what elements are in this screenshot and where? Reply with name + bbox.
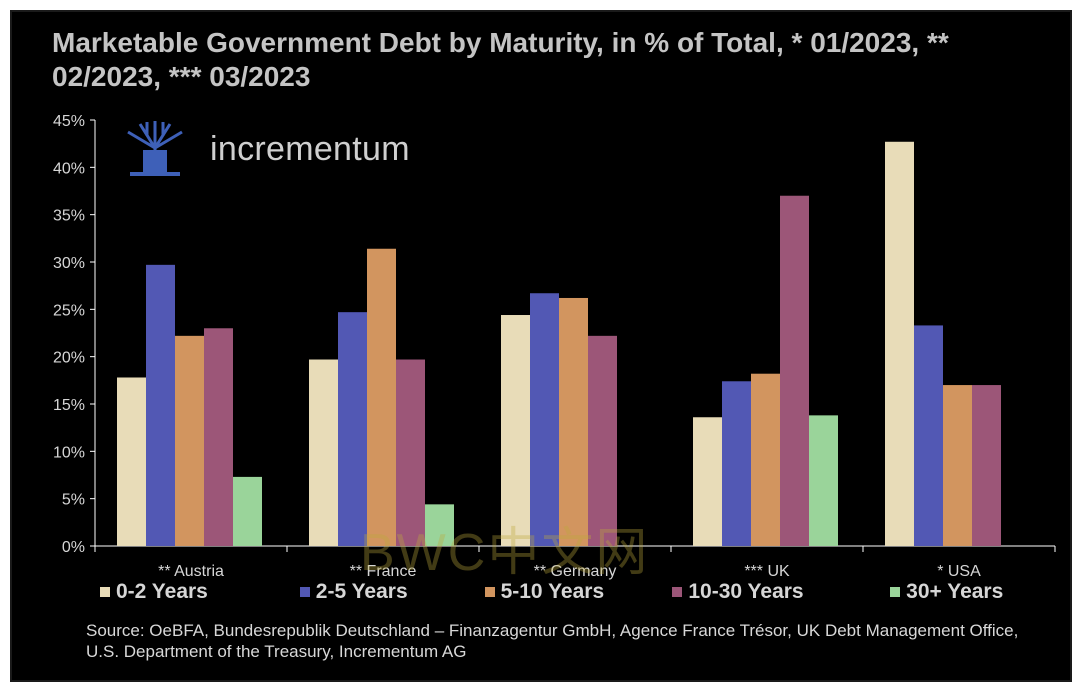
- y-tick-label: 35%: [53, 208, 85, 225]
- logo-text: incrementum: [210, 130, 410, 168]
- legend-swatch: [100, 587, 110, 597]
- bar-30-years-1: [425, 504, 454, 546]
- legend-item: 2-5 Years: [299, 580, 485, 604]
- legend-label: 5-10 Years: [500, 580, 605, 603]
- y-tick-label: 0%: [62, 539, 85, 556]
- legend-label: 30+ Years: [906, 580, 1004, 603]
- bar-0-2-years-1: [309, 359, 338, 546]
- source-note: Source: OeBFA, Bundesrepublik Deutschlan…: [86, 621, 1019, 661]
- bar-10-30-years-4: [972, 385, 1001, 546]
- bar-30-years-0: [233, 476, 262, 546]
- bar-0-2-years-2: [501, 315, 530, 546]
- bar-10-30-years-3: [780, 195, 809, 546]
- watermark: BWC中文网: [360, 524, 650, 582]
- bar-2-5-years-4: [914, 325, 943, 546]
- legend-label: 0-2 Years: [116, 580, 208, 603]
- bar-5-10-years-0: [175, 335, 204, 546]
- bar-10-30-years-2: [588, 335, 617, 546]
- chart-title: Marketable Government Debt by Maturity, …: [52, 27, 949, 92]
- legend-item: 30+ Years: [890, 580, 1040, 604]
- legend-swatch: [890, 587, 901, 597]
- legend-label: 2-5 Years: [315, 580, 408, 603]
- bar-10-30-years-0: [204, 328, 233, 546]
- x-tick-label: ** Germany: [534, 563, 617, 580]
- bar-2-5-years-2: [530, 293, 559, 546]
- y-tick-label: 10%: [53, 444, 85, 461]
- y-tick-label: 25%: [53, 302, 85, 319]
- bar-30-years-3: [809, 415, 838, 546]
- y-tick-label: 15%: [53, 397, 85, 414]
- legend-swatch: [484, 587, 495, 597]
- x-tick-label: * USA: [937, 563, 981, 580]
- bar-5-10-years-2: [559, 297, 588, 546]
- y-tick-label: 40%: [53, 160, 85, 177]
- legend-swatch: [672, 587, 683, 597]
- legend: 0-2 Years 2-5 Years 5-10 Years 10-30 Years 3…: [100, 580, 1040, 604]
- y-tick-label: 5%: [62, 492, 85, 509]
- x-tick-label: ** Austria: [158, 563, 224, 580]
- bar-2-5-years-1: [338, 312, 367, 546]
- bar-5-10-years-3: [751, 373, 780, 546]
- bar-0-2-years-4: [885, 141, 914, 547]
- y-tick-label: 45%: [53, 113, 85, 130]
- legend-label: 10-30 Years: [688, 580, 804, 603]
- bar-0-2-years-0: [117, 377, 146, 546]
- y-tick-label: 30%: [53, 255, 85, 272]
- legend-swatch: [299, 587, 310, 597]
- legend-item: 5-10 Years: [484, 580, 673, 604]
- bar-10-30-years-1: [396, 359, 425, 546]
- legend-item: 10-30 Years: [672, 580, 890, 604]
- bar-5-10-years-1: [367, 248, 396, 546]
- tree-logo-icon: [126, 120, 184, 178]
- bar-2-5-years-3: [722, 381, 751, 546]
- legend-item: 0-2 Years: [100, 580, 300, 604]
- x-tick-label: ** France: [350, 563, 417, 580]
- x-tick-label: *** UK: [744, 563, 790, 580]
- bar-2-5-years-0: [146, 264, 175, 546]
- bar-5-10-years-4: [943, 385, 972, 546]
- y-tick-label: 20%: [53, 350, 85, 367]
- bar-0-2-years-3: [693, 417, 722, 546]
